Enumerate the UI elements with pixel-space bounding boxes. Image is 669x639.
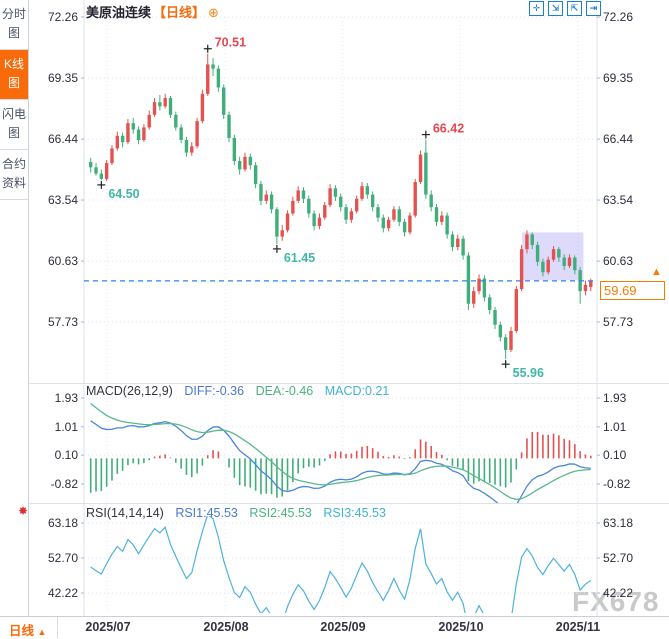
sidebar-tab-kline-chart[interactable]: K线图 <box>0 50 28 100</box>
axis-scale-icon[interactable]: ⇱ <box>567 1 582 16</box>
rsi1-value: RSI1:45.53 <box>175 506 238 520</box>
svg-text:61.45: 61.45 <box>284 251 315 265</box>
crosshair-icon[interactable]: ✛ <box>529 1 544 16</box>
indicator-marker-icon[interactable]: ✸ <box>18 504 29 518</box>
chart-header: 美原油连续 【日线】 ⊕ <box>86 2 219 21</box>
sidebar-tab-time-chart[interactable]: 分时图 <box>0 0 28 50</box>
svg-text:63.54: 63.54 <box>48 193 78 207</box>
svg-text:1.01: 1.01 <box>55 420 79 434</box>
svg-text:66.44: 66.44 <box>603 132 633 146</box>
macd-header: MACD(26,12,9) DIFF:-0.36 DEA:-0.46 MACD:… <box>86 384 389 398</box>
pan-right-icon[interactable]: ⇥ <box>586 1 601 16</box>
svg-text:69.35: 69.35 <box>48 71 78 85</box>
x-axis-month-label: 2025/10 <box>438 620 484 634</box>
svg-text:1.01: 1.01 <box>603 420 627 434</box>
svg-text:1.93: 1.93 <box>55 391 79 405</box>
svg-text:42.22: 42.22 <box>603 586 633 600</box>
x-axis-month-label: 2025/11 <box>555 620 601 634</box>
rsi-layer <box>90 516 592 613</box>
svg-text:60.63: 60.63 <box>603 254 633 268</box>
symbol-title: 美原油连续 <box>86 5 152 20</box>
current-price-box: 59.69 <box>600 281 665 300</box>
rsi3-value: RSI3:45.53 <box>323 506 386 520</box>
sidebar: 分时图 K线图 闪电图 合约资料 <box>0 0 29 637</box>
axis-labels-layer: 72.26 72.26 69.35 69.35 66.44 66.44 63.54 63.54… <box>48 10 633 600</box>
svg-text:42.22: 42.22 <box>48 586 78 600</box>
rsi-name: RSI(14,14,14) <box>86 506 164 520</box>
svg-text:-0.82: -0.82 <box>603 477 631 491</box>
svg-text:57.73: 57.73 <box>48 315 78 329</box>
svg-text:63.18: 63.18 <box>603 516 633 530</box>
svg-text:52.70: 52.70 <box>48 551 78 565</box>
svg-text:52.70: 52.70 <box>603 551 633 565</box>
svg-text:60.63: 60.63 <box>48 254 78 268</box>
candles-layer <box>89 53 593 360</box>
svg-text:63.18: 63.18 <box>48 516 78 530</box>
svg-text:0.10: 0.10 <box>603 448 627 462</box>
rsi2-value: RSI2:45.53 <box>249 506 312 520</box>
svg-text:63.54: 63.54 <box>603 193 633 207</box>
bottom-bar-separator <box>57 617 58 638</box>
svg-text:72.26: 72.26 <box>48 10 78 24</box>
rsi-header: RSI(14,14,14) RSI1:45.53 RSI2:45.53 RSI3… <box>86 506 386 520</box>
svg-text:55.96: 55.96 <box>513 366 544 380</box>
period-selector-arrow-icon: ▲ <box>37 627 47 637</box>
price-up-arrow-icon: ▲ <box>651 266 662 278</box>
svg-text:70.51: 70.51 <box>215 36 246 50</box>
svg-text:57.73: 57.73 <box>603 315 633 329</box>
svg-text:66.44: 66.44 <box>48 132 78 146</box>
period-selector-label: 日线 <box>9 624 35 638</box>
period-selector[interactable]: 日线 ▲ <box>9 620 46 639</box>
macd-diff-value: DIFF:-0.36 <box>184 384 245 398</box>
svg-text:69.35: 69.35 <box>603 71 633 85</box>
zoom-fit-icon[interactable]: ⇲ <box>548 1 563 16</box>
x-axis-month-label: 2025/09 <box>320 620 366 634</box>
svg-text:1.93: 1.93 <box>603 391 627 405</box>
grid-layer <box>29 0 669 616</box>
bottom-bar: 日线 ▲ 2025/07 2025/08 2025/09 2025/10 202… <box>0 616 669 638</box>
period-tag: 【日线】 <box>153 5 206 20</box>
svg-text:66.42: 66.42 <box>433 122 464 136</box>
sidebar-tab-contract-info[interactable]: 合约资料 <box>0 150 28 200</box>
x-axis-month-label: 2025/08 <box>203 620 249 634</box>
svg-text:72.26: 72.26 <box>603 10 633 24</box>
macd-name: MACD(26,12,9) <box>86 384 173 398</box>
svg-text:64.50: 64.50 <box>108 187 139 201</box>
add-indicator-icon[interactable]: ⊕ <box>208 5 219 20</box>
macd-dea-value: DEA:-0.46 <box>255 384 314 398</box>
svg-text:0.10: 0.10 <box>55 448 79 462</box>
macd-layer <box>89 403 592 503</box>
chart-toolbar: ✛ ⇲ ⇱ ⇥ <box>529 1 601 16</box>
x-axis-month-label: 2025/07 <box>85 620 131 634</box>
fx678-watermark: FX678 <box>572 586 660 617</box>
macd-macd-value: MACD:0.21 <box>324 384 390 398</box>
annotation-layer: 64.50 70.51 61.45 66.42 55.96 <box>97 36 544 380</box>
svg-text:-0.82: -0.82 <box>51 477 79 491</box>
sidebar-tab-lightning-chart[interactable]: 闪电图 <box>0 100 28 150</box>
